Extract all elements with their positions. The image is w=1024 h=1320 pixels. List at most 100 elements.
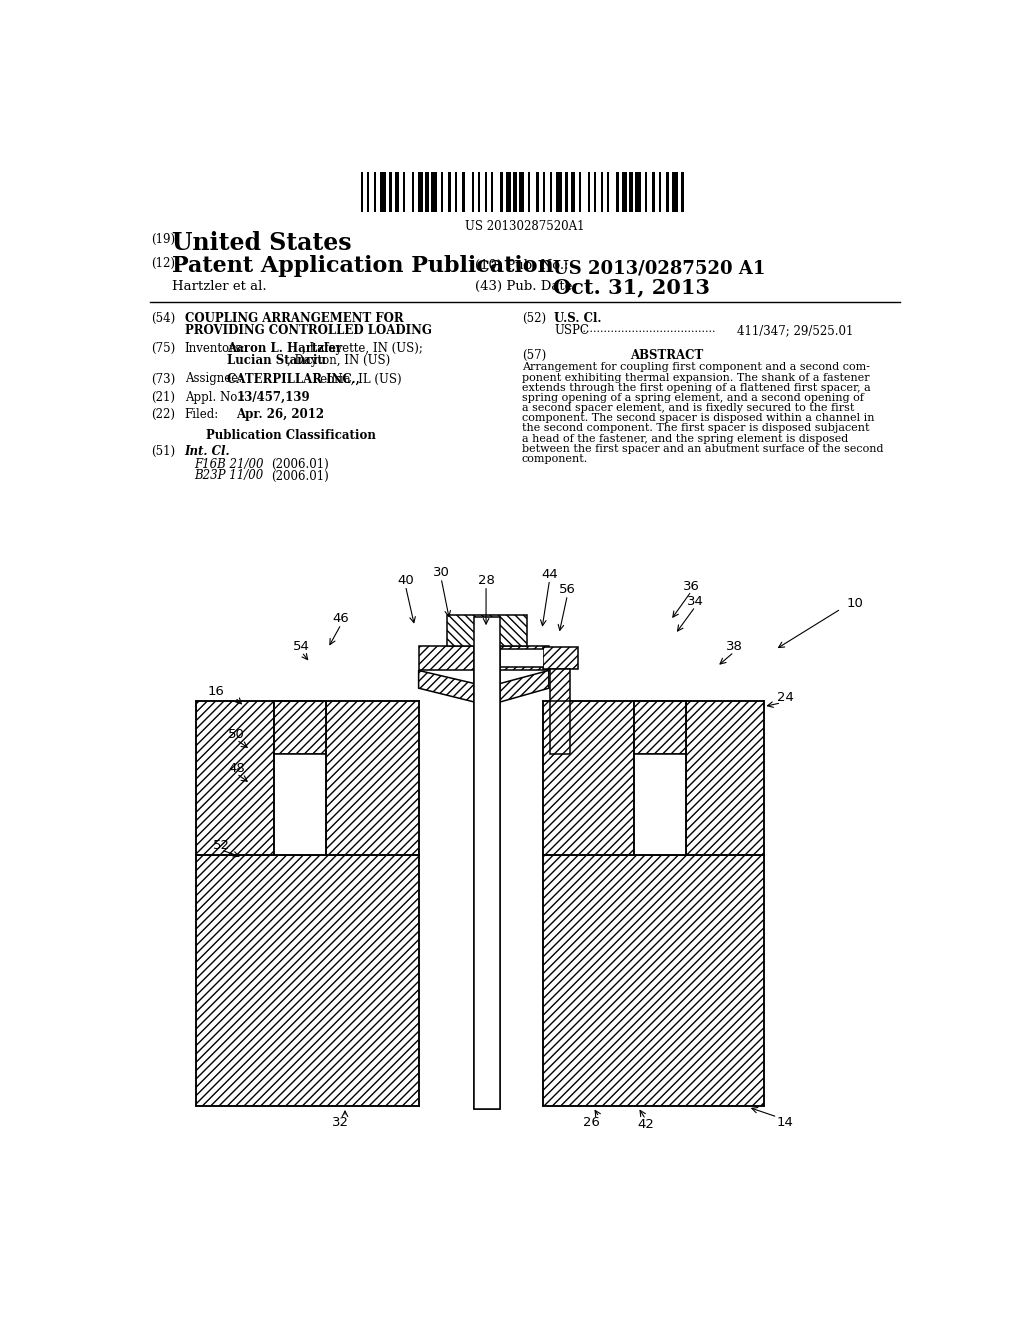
Text: (75): (75) bbox=[152, 342, 175, 355]
Bar bbox=[629, 172, 633, 213]
Bar bbox=[367, 172, 369, 213]
Bar bbox=[564, 172, 568, 213]
Bar bbox=[273, 754, 326, 855]
Text: Aaron L. Hartzler: Aaron L. Hartzler bbox=[227, 342, 342, 355]
Bar bbox=[672, 172, 678, 213]
Text: Arrangement for coupling first component and a second com-: Arrangement for coupling first component… bbox=[521, 363, 869, 372]
Text: (22): (22) bbox=[152, 408, 175, 421]
Bar bbox=[506, 172, 511, 213]
Polygon shape bbox=[419, 671, 549, 702]
Text: COUPLING ARRANGEMENT FOR: COUPLING ARRANGEMENT FOR bbox=[184, 313, 403, 326]
Bar bbox=[492, 172, 494, 213]
Text: 36: 36 bbox=[683, 579, 699, 593]
Bar bbox=[622, 172, 627, 213]
Bar bbox=[326, 701, 419, 855]
Bar bbox=[500, 172, 503, 213]
Bar bbox=[360, 172, 362, 213]
Text: 26: 26 bbox=[583, 1115, 600, 1129]
Bar bbox=[380, 172, 386, 213]
Text: Appl. No.:: Appl. No.: bbox=[184, 391, 245, 404]
Text: (43) Pub. Date:: (43) Pub. Date: bbox=[475, 280, 578, 293]
Text: (54): (54) bbox=[152, 313, 175, 326]
Bar bbox=[474, 616, 500, 1109]
Bar bbox=[455, 172, 457, 213]
Bar bbox=[635, 172, 641, 213]
Text: Publication Classification: Publication Classification bbox=[206, 429, 376, 442]
Bar bbox=[580, 172, 582, 213]
Text: 411/347; 29/525.01: 411/347; 29/525.01 bbox=[737, 323, 854, 337]
Text: spring opening of a spring element, and a second opening of: spring opening of a spring element, and … bbox=[521, 393, 863, 403]
Bar bbox=[556, 172, 562, 213]
Text: extends through the first opening of a flattened first spacer, a: extends through the first opening of a f… bbox=[521, 383, 870, 393]
Text: (10) Pub. No.:: (10) Pub. No.: bbox=[475, 259, 568, 272]
Bar bbox=[388, 172, 392, 213]
Text: Inventors:: Inventors: bbox=[184, 342, 246, 355]
Text: 14: 14 bbox=[777, 1115, 794, 1129]
Bar bbox=[418, 172, 423, 213]
Bar bbox=[543, 647, 578, 669]
Text: 13/457,139: 13/457,139 bbox=[237, 391, 310, 404]
Bar bbox=[645, 172, 647, 213]
Text: a second spacer element, and is fixedly secured to the first: a second spacer element, and is fixedly … bbox=[521, 403, 854, 413]
Bar bbox=[570, 172, 575, 213]
Text: United States: United States bbox=[172, 231, 352, 255]
Text: component. The second spacer is disposed within a channel in: component. The second spacer is disposed… bbox=[521, 413, 874, 424]
Bar bbox=[615, 172, 620, 213]
Bar bbox=[634, 701, 686, 754]
Text: CATERPILLAR INC.,: CATERPILLAR INC., bbox=[227, 372, 360, 385]
Text: B23P 11/00: B23P 11/00 bbox=[194, 470, 263, 483]
Bar bbox=[197, 855, 419, 1105]
Bar bbox=[441, 172, 443, 213]
Bar bbox=[513, 172, 517, 213]
Text: Apr. 26, 2012: Apr. 26, 2012 bbox=[237, 408, 325, 421]
Bar bbox=[588, 172, 590, 213]
Text: 50: 50 bbox=[228, 727, 245, 741]
Text: 28: 28 bbox=[477, 574, 495, 587]
Bar bbox=[607, 172, 609, 213]
Text: PROVIDING CONTROLLED LOADING: PROVIDING CONTROLLED LOADING bbox=[184, 323, 431, 337]
Text: US 2013/0287520 A1: US 2013/0287520 A1 bbox=[553, 259, 765, 277]
Text: ......................................: ...................................... bbox=[579, 323, 716, 334]
Text: 10: 10 bbox=[847, 597, 863, 610]
Bar bbox=[686, 701, 764, 855]
Text: 54: 54 bbox=[293, 640, 310, 653]
Text: US 20130287520A1: US 20130287520A1 bbox=[465, 220, 585, 234]
Text: (2006.01): (2006.01) bbox=[271, 458, 329, 471]
Bar bbox=[419, 645, 549, 671]
Text: Peoria, IL (US): Peoria, IL (US) bbox=[308, 372, 401, 385]
Text: Hartzler et al.: Hartzler et al. bbox=[172, 280, 267, 293]
Text: U.S. Cl.: U.S. Cl. bbox=[554, 313, 602, 326]
Text: Int. Cl.: Int. Cl. bbox=[184, 445, 230, 458]
Text: ponent exhibiting thermal expansion. The shank of a fastener: ponent exhibiting thermal expansion. The… bbox=[521, 372, 869, 383]
Text: between the first spacer and an abutment surface of the second: between the first spacer and an abutment… bbox=[521, 444, 883, 454]
Text: the second component. The first spacer is disposed subjacent: the second component. The first spacer i… bbox=[521, 424, 869, 433]
Bar bbox=[537, 172, 539, 213]
Text: 56: 56 bbox=[559, 583, 575, 597]
Bar bbox=[550, 172, 552, 213]
Bar bbox=[601, 172, 603, 213]
Text: 40: 40 bbox=[397, 574, 414, 587]
Bar bbox=[485, 172, 487, 213]
Text: (2006.01): (2006.01) bbox=[271, 470, 329, 483]
Text: 48: 48 bbox=[228, 762, 245, 775]
Text: (57): (57) bbox=[521, 348, 546, 362]
Bar bbox=[550, 669, 569, 754]
Bar bbox=[519, 172, 524, 213]
Bar bbox=[527, 172, 530, 213]
Bar bbox=[431, 172, 437, 213]
Bar bbox=[652, 172, 654, 213]
Text: (51): (51) bbox=[152, 445, 175, 458]
Text: 24: 24 bbox=[777, 690, 794, 704]
Text: (52): (52) bbox=[521, 313, 546, 326]
Text: 30: 30 bbox=[433, 566, 450, 579]
Text: 16: 16 bbox=[207, 685, 224, 698]
Text: F16B 21/00: F16B 21/00 bbox=[194, 458, 263, 471]
Text: , Lafayette, IN (US);: , Lafayette, IN (US); bbox=[302, 342, 423, 355]
Text: (19): (19) bbox=[152, 234, 175, 246]
Text: 38: 38 bbox=[726, 640, 742, 653]
Bar bbox=[394, 172, 399, 213]
Text: (21): (21) bbox=[152, 391, 175, 404]
Bar bbox=[658, 172, 660, 213]
Bar bbox=[403, 172, 406, 213]
Bar bbox=[594, 172, 596, 213]
